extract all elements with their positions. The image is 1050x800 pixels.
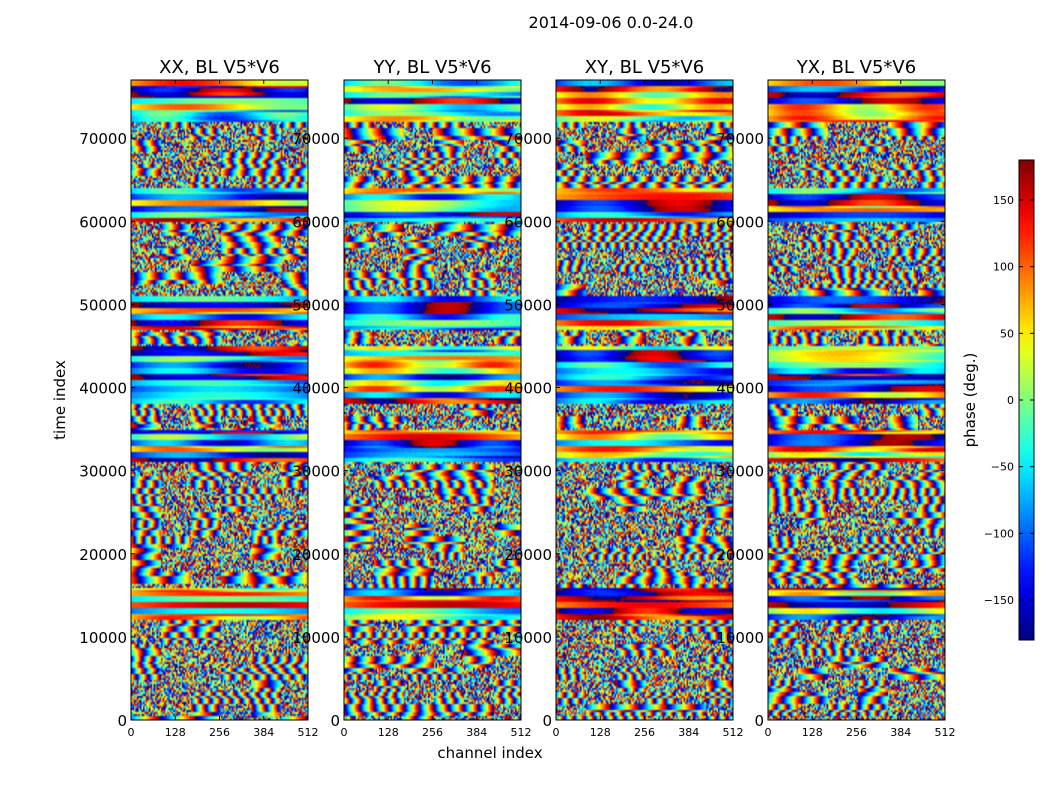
x-tick-label: 384 bbox=[466, 726, 487, 739]
x-tick-label: 256 bbox=[634, 726, 655, 739]
figure-title: 2014-09-06 0.0-24.0 bbox=[529, 13, 694, 32]
panel-xy: XY, BL V5*V6 0 128 256 384 512 0 10000 20000 3000… bbox=[504, 57, 743, 739]
y-tick-label: 60000 bbox=[504, 213, 552, 231]
x-tick-label: 384 bbox=[253, 726, 274, 739]
heatmap-yy bbox=[344, 80, 521, 720]
y-tick-label: 50000 bbox=[79, 296, 127, 314]
y-tick-label: 60000 bbox=[716, 213, 764, 231]
x-tick-label: 0 bbox=[128, 726, 135, 739]
y-tick-label: 10000 bbox=[716, 629, 764, 647]
y-axis-label: time index bbox=[51, 360, 69, 440]
y-tick-label: 10000 bbox=[79, 629, 127, 647]
x-tick-label: 512 bbox=[511, 726, 532, 739]
y-tick-label: 0 bbox=[754, 712, 764, 730]
x-axis-label: channel index bbox=[437, 744, 542, 762]
colorbar-tick-label: −150 bbox=[984, 594, 1014, 607]
colorbar: −150 −100 −50 0 50 100 150 bbox=[984, 159, 1035, 641]
x-tick-label: 512 bbox=[298, 726, 319, 739]
x-tick-label: 0 bbox=[341, 726, 348, 739]
y-tick-label: 70000 bbox=[292, 130, 340, 148]
panel-yx: YX, BL V5*V6 0 128 256 384 512 0 10000 20000 3000… bbox=[716, 57, 955, 739]
y-tick-label: 40000 bbox=[716, 380, 764, 398]
heatmap-xx bbox=[131, 80, 308, 720]
colorbar-tick-label: −100 bbox=[984, 527, 1014, 540]
y-tick-label: 60000 bbox=[292, 213, 340, 231]
y-tick-label: 20000 bbox=[79, 546, 127, 564]
x-tick-label: 256 bbox=[846, 726, 867, 739]
y-tick-label: 30000 bbox=[292, 463, 340, 481]
y-tick-label: 20000 bbox=[292, 546, 340, 564]
y-tick-label: 30000 bbox=[504, 463, 552, 481]
heatmap-xy bbox=[556, 80, 733, 720]
y-tick-label: 0 bbox=[330, 712, 340, 730]
y-tick-label: 50000 bbox=[716, 296, 764, 314]
y-tick-label: 70000 bbox=[79, 130, 127, 148]
y-tick-label: 50000 bbox=[504, 296, 552, 314]
colorbar-tick-label: 50 bbox=[1000, 327, 1014, 340]
colorbar-tick-label: 100 bbox=[993, 261, 1014, 274]
x-tick-label: 128 bbox=[378, 726, 399, 739]
y-tick-label: 40000 bbox=[504, 380, 552, 398]
colorbar-tick-label: −50 bbox=[991, 461, 1014, 474]
heatmap-yx bbox=[768, 80, 945, 720]
y-tick-label: 40000 bbox=[79, 380, 127, 398]
panel-title: XY, BL V5*V6 bbox=[585, 57, 704, 78]
colorbar-label: phase (deg.) bbox=[961, 353, 979, 448]
x-tick-label: 128 bbox=[802, 726, 823, 739]
x-tick-label: 512 bbox=[723, 726, 744, 739]
panel-title: XX, BL V5*V6 bbox=[159, 57, 280, 78]
x-tick-label: 128 bbox=[590, 726, 611, 739]
y-tick-label: 70000 bbox=[504, 130, 552, 148]
y-tick-label: 0 bbox=[542, 712, 552, 730]
x-tick-label: 512 bbox=[935, 726, 956, 739]
colorbar-tick-label: 0 bbox=[1007, 394, 1014, 407]
x-tick-label: 384 bbox=[890, 726, 911, 739]
y-tick-label: 10000 bbox=[292, 629, 340, 647]
x-tick-label: 0 bbox=[553, 726, 560, 739]
panel-title: YX, BL V5*V6 bbox=[796, 57, 916, 78]
panel-xx: XX, BL V5*V6 0 128 256 384 512 0 10000 20000 3000… bbox=[79, 57, 318, 739]
panel-title: YY, BL V5*V6 bbox=[372, 57, 491, 78]
x-tick-label: 128 bbox=[165, 726, 186, 739]
y-tick-label: 70000 bbox=[716, 130, 764, 148]
x-tick-label: 256 bbox=[209, 726, 230, 739]
panel-yy: YY, BL V5*V6 0 128 256 384 512 0 10000 20000 3000… bbox=[292, 57, 531, 739]
y-tick-label: 20000 bbox=[504, 546, 552, 564]
y-tick-label: 30000 bbox=[79, 463, 127, 481]
colorbar-tick-label: 150 bbox=[993, 194, 1014, 207]
x-tick-label: 384 bbox=[678, 726, 699, 739]
y-tick-label: 60000 bbox=[79, 213, 127, 231]
y-tick-label: 0 bbox=[117, 712, 127, 730]
y-tick-label: 40000 bbox=[292, 380, 340, 398]
y-tick-label: 20000 bbox=[716, 546, 764, 564]
x-tick-label: 0 bbox=[765, 726, 772, 739]
y-tick-label: 30000 bbox=[716, 463, 764, 481]
y-tick-label: 50000 bbox=[292, 296, 340, 314]
panels-group: XX, BL V5*V6 0 128 256 384 512 0 10000 20000 3000… bbox=[79, 57, 955, 739]
y-tick-label: 10000 bbox=[504, 629, 552, 647]
x-tick-label: 256 bbox=[422, 726, 443, 739]
